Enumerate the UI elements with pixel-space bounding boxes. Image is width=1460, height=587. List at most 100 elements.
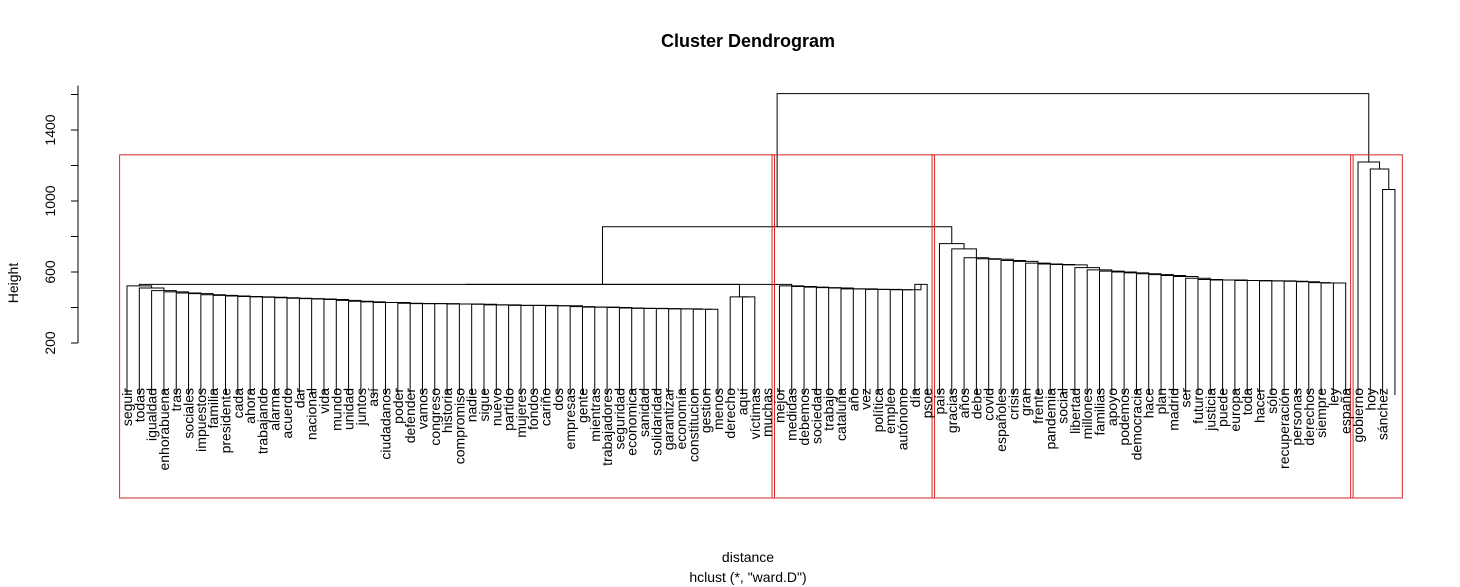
leaf-label: cariño (538, 388, 554, 426)
merge-link (508, 304, 534, 395)
merge-link (1369, 168, 1390, 395)
leaf-label: sánchez (1375, 388, 1391, 440)
merge-link (1271, 280, 1297, 395)
leaf-label: toda (1239, 388, 1255, 415)
leaf-label: mujeres (513, 388, 529, 438)
leaf-label: impuestos (193, 388, 209, 452)
chart-title: Cluster Dendrogram (661, 31, 835, 51)
leaf-labels: seguirtodasigualdadenhorabuenatrassocial… (119, 388, 1391, 471)
merge-link (1172, 275, 1199, 395)
leaf-label: alarma (267, 388, 283, 431)
leaf-label: debe (968, 388, 984, 419)
leaf-label: compromiso (451, 388, 467, 464)
leaf-label: cada (230, 388, 246, 419)
leaf-label: partido (501, 388, 517, 431)
leaf-label: economica (624, 388, 640, 456)
leaf-label: españa (1338, 388, 1354, 434)
cluster-rect (931, 154, 1354, 499)
leaf-label: frente (1030, 388, 1046, 424)
cluster-rect (771, 154, 936, 499)
leaf-label: aquí (735, 388, 751, 415)
leaf-label: años (956, 388, 972, 418)
merge-link (1320, 282, 1340, 395)
leaf-label: país (931, 388, 947, 414)
leaf-label: apoyo (1104, 388, 1120, 426)
leaf-label: pandemia (1042, 388, 1058, 450)
leaf-label: año (845, 388, 861, 412)
leaf-label: dar (291, 388, 307, 409)
merge-link (902, 284, 922, 395)
leaf-label: poder (390, 388, 406, 424)
leaf-label: siempre (1313, 388, 1329, 438)
leaf-label: historia (439, 388, 455, 433)
leaf-label: vamos (414, 388, 430, 429)
leaf-label: gran (1018, 388, 1034, 416)
merge-link (1209, 279, 1235, 395)
merge-link (618, 307, 645, 395)
leaf-label: gestion (698, 388, 714, 433)
leaf-label: sólo (1264, 388, 1280, 414)
merge-link (1332, 282, 1347, 395)
leaf-label: sociales (181, 388, 197, 439)
x-axis-label: distance (722, 549, 774, 565)
leaf-label: dos (550, 388, 566, 411)
cluster-rectangles (119, 154, 1403, 499)
y-axis: 200 600 1000 1400 (42, 85, 79, 355)
merge-link (601, 226, 953, 285)
leaf-label: derecho (722, 388, 738, 439)
leaf-label: política (870, 388, 886, 433)
leaf-label: ciudadanos (378, 388, 394, 460)
leaf-label: nadie (464, 388, 480, 422)
leaf-label: cataluña (833, 388, 849, 441)
leaf-label: empleo (882, 388, 898, 434)
merge-link (1295, 281, 1321, 395)
leaf-label: plan (1153, 388, 1169, 414)
leaf-label: fondos (525, 388, 541, 430)
leaf-label: igualdad (144, 388, 160, 441)
y-tick-label: 1400 (42, 114, 58, 145)
leaf-label: seguir (119, 388, 135, 426)
y-tick-label: 1000 (42, 185, 58, 216)
leaf-label: día (907, 388, 923, 408)
merge-link (1148, 274, 1174, 395)
leaf-label: futuro (1190, 388, 1206, 424)
leaf-label: madrid (1165, 388, 1181, 431)
leaf-label: trabajo (821, 388, 837, 431)
y-tick-label: 200 (42, 331, 58, 355)
merge-link (1234, 280, 1260, 395)
leaf-label: garantizar (661, 388, 677, 451)
leaf-label: nuevo (488, 388, 504, 426)
leaf-label: hoy (1362, 388, 1378, 411)
leaf-label: vida (316, 388, 332, 414)
leaf-label: unidad (341, 388, 357, 430)
leaf-label: nacional (304, 388, 320, 440)
leaf-label: europa (1227, 388, 1243, 432)
leaf-label: sociedad (808, 388, 824, 444)
leaf-label: enhorabuena (156, 388, 172, 471)
leaf-label: medidas (784, 388, 800, 441)
leaf-label: hace (1141, 388, 1157, 419)
merge-link (483, 304, 509, 395)
leaf-label: menos (710, 388, 726, 430)
leaf-label: solidaridad (648, 388, 664, 456)
leaf-label: tras (168, 388, 184, 411)
merge-link (323, 299, 350, 395)
leaf-label: todas (131, 388, 147, 422)
merge-link (742, 296, 756, 395)
merge-link (1308, 282, 1331, 395)
cluster-rect (1350, 154, 1403, 499)
leaf-label: vez (858, 388, 874, 410)
leaf-label: economía (673, 388, 689, 450)
merge-link (1382, 188, 1396, 395)
leaf-label: social (1055, 388, 1071, 424)
leaf-label: familias (1091, 388, 1107, 435)
leaf-label: covid (981, 388, 997, 421)
merge-link (1123, 272, 1150, 395)
merge-link (1074, 267, 1100, 395)
merge-link (1037, 263, 1064, 395)
leaf-label: autónomo (895, 388, 911, 450)
merge-link (729, 296, 749, 395)
merge-link (975, 258, 1002, 395)
leaf-label: debemos (796, 388, 812, 446)
merge-link (877, 288, 902, 395)
